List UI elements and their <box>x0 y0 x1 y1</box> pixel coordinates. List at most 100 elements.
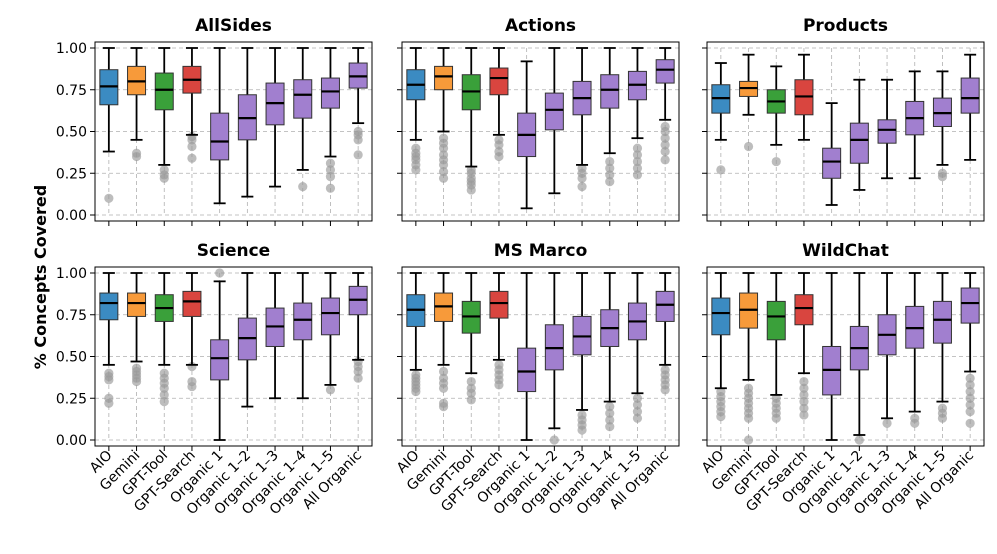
outlier-point <box>353 126 363 137</box>
box-all-organic <box>348 272 368 383</box>
iqr-box <box>320 77 340 109</box>
iqr-box <box>489 290 509 319</box>
iqr-box <box>766 300 786 341</box>
outlier-point <box>854 435 864 445</box>
outlier-point <box>325 171 336 182</box>
iqr-box <box>960 77 980 114</box>
outlier-point <box>466 395 476 405</box>
outlier-point <box>799 376 809 387</box>
box-gemini <box>127 47 147 162</box>
outlier-point <box>325 385 336 395</box>
box-gemini <box>739 272 759 445</box>
box-aio <box>99 272 119 408</box>
outlier-point <box>438 166 449 177</box>
box-organic-1-3 <box>572 272 592 435</box>
outlier-point <box>937 403 948 413</box>
outlier-point <box>605 422 615 432</box>
outlier-point <box>771 393 781 403</box>
box-aio <box>406 272 426 397</box>
panel-title: MS Marco <box>494 241 588 261</box>
box-gpt-tool <box>461 272 481 405</box>
box-gpt-search <box>182 47 202 163</box>
outlier-point <box>353 373 363 383</box>
box-organic-1-2 <box>544 47 564 195</box>
box-gemini <box>127 272 147 387</box>
box-organic-1-3 <box>877 272 897 428</box>
box-all-organic <box>655 47 675 165</box>
outlier-point <box>605 163 615 173</box>
box-organic-1-5 <box>932 70 952 182</box>
y-tick-label: 1.00 <box>56 266 87 282</box>
box-organic-1-5 <box>320 272 340 395</box>
outlier-point <box>605 415 615 425</box>
outlier-point <box>438 150 449 160</box>
panel-title: Actions <box>505 16 576 36</box>
outlier-point <box>131 148 142 158</box>
outlier-point <box>466 165 476 175</box>
box-organic-1-4 <box>293 272 313 400</box>
outlier-point <box>632 170 643 180</box>
outlier-point <box>187 141 197 152</box>
box-gemini <box>434 272 454 412</box>
outlier-point <box>632 400 643 410</box>
iqr-box <box>655 290 675 322</box>
box-gpt-search <box>489 47 509 162</box>
iqr-box <box>434 65 454 91</box>
iqr-box <box>210 339 230 381</box>
iqr-box <box>293 79 313 119</box>
box-organic-1-5 <box>627 47 647 180</box>
panel-science: Science0.000.250.500.751.00AIOGeminiGPT-… <box>56 241 373 518</box>
outlier-point <box>353 150 363 160</box>
outlier-point <box>632 393 643 403</box>
outlier-point <box>771 156 781 167</box>
outlier-point <box>159 390 169 400</box>
box-all-organic <box>348 47 368 160</box>
outlier-point <box>660 155 670 165</box>
outlier-point <box>605 408 615 418</box>
outlier-point <box>965 386 975 397</box>
outlier-point <box>882 418 892 428</box>
iqr-box <box>849 122 869 164</box>
iqr-box <box>182 290 202 317</box>
outlier-point <box>605 402 615 412</box>
iqr-box <box>932 300 952 344</box>
box-gpt-search <box>794 272 814 420</box>
iqr-box <box>711 297 731 336</box>
outlier-point <box>937 168 948 178</box>
y-tick-label: 0.25 <box>56 166 87 182</box>
box-organic-1-2 <box>237 272 257 408</box>
outlier-point <box>632 163 643 173</box>
iqr-box <box>99 292 119 321</box>
outlier-point <box>494 360 504 370</box>
outlier-point <box>438 173 449 183</box>
box-organic-1-3 <box>572 47 592 192</box>
box-organic-1-3 <box>265 47 285 188</box>
iqr-box <box>517 347 537 393</box>
iqr-box <box>154 72 174 111</box>
outlier-point <box>799 396 809 407</box>
outlier-point <box>438 133 449 143</box>
outlier-point <box>438 373 449 383</box>
outlier-point <box>799 410 809 420</box>
box-organic-1-2 <box>849 78 869 191</box>
iqr-box <box>127 292 147 317</box>
iqr-box <box>600 74 620 109</box>
box-organic-1 <box>210 268 230 441</box>
y-tick-label: 0.50 <box>56 350 87 366</box>
iqr-box <box>489 67 509 96</box>
y-tick-label: 0.50 <box>56 125 87 141</box>
box-organic-1-5 <box>932 272 952 423</box>
box-organic-1-4 <box>905 272 925 428</box>
outlier-point <box>799 403 809 413</box>
outlier-point <box>325 183 336 193</box>
box-gpt-search <box>489 272 509 390</box>
outlier-point <box>549 435 559 445</box>
outlier-point <box>159 368 169 378</box>
box-aio <box>711 62 731 175</box>
outlier-point <box>799 383 809 393</box>
outlier-point <box>466 376 476 387</box>
box-organic-1-3 <box>265 272 285 400</box>
box-organic-1-2 <box>544 272 564 445</box>
box-organic-1 <box>517 60 537 210</box>
